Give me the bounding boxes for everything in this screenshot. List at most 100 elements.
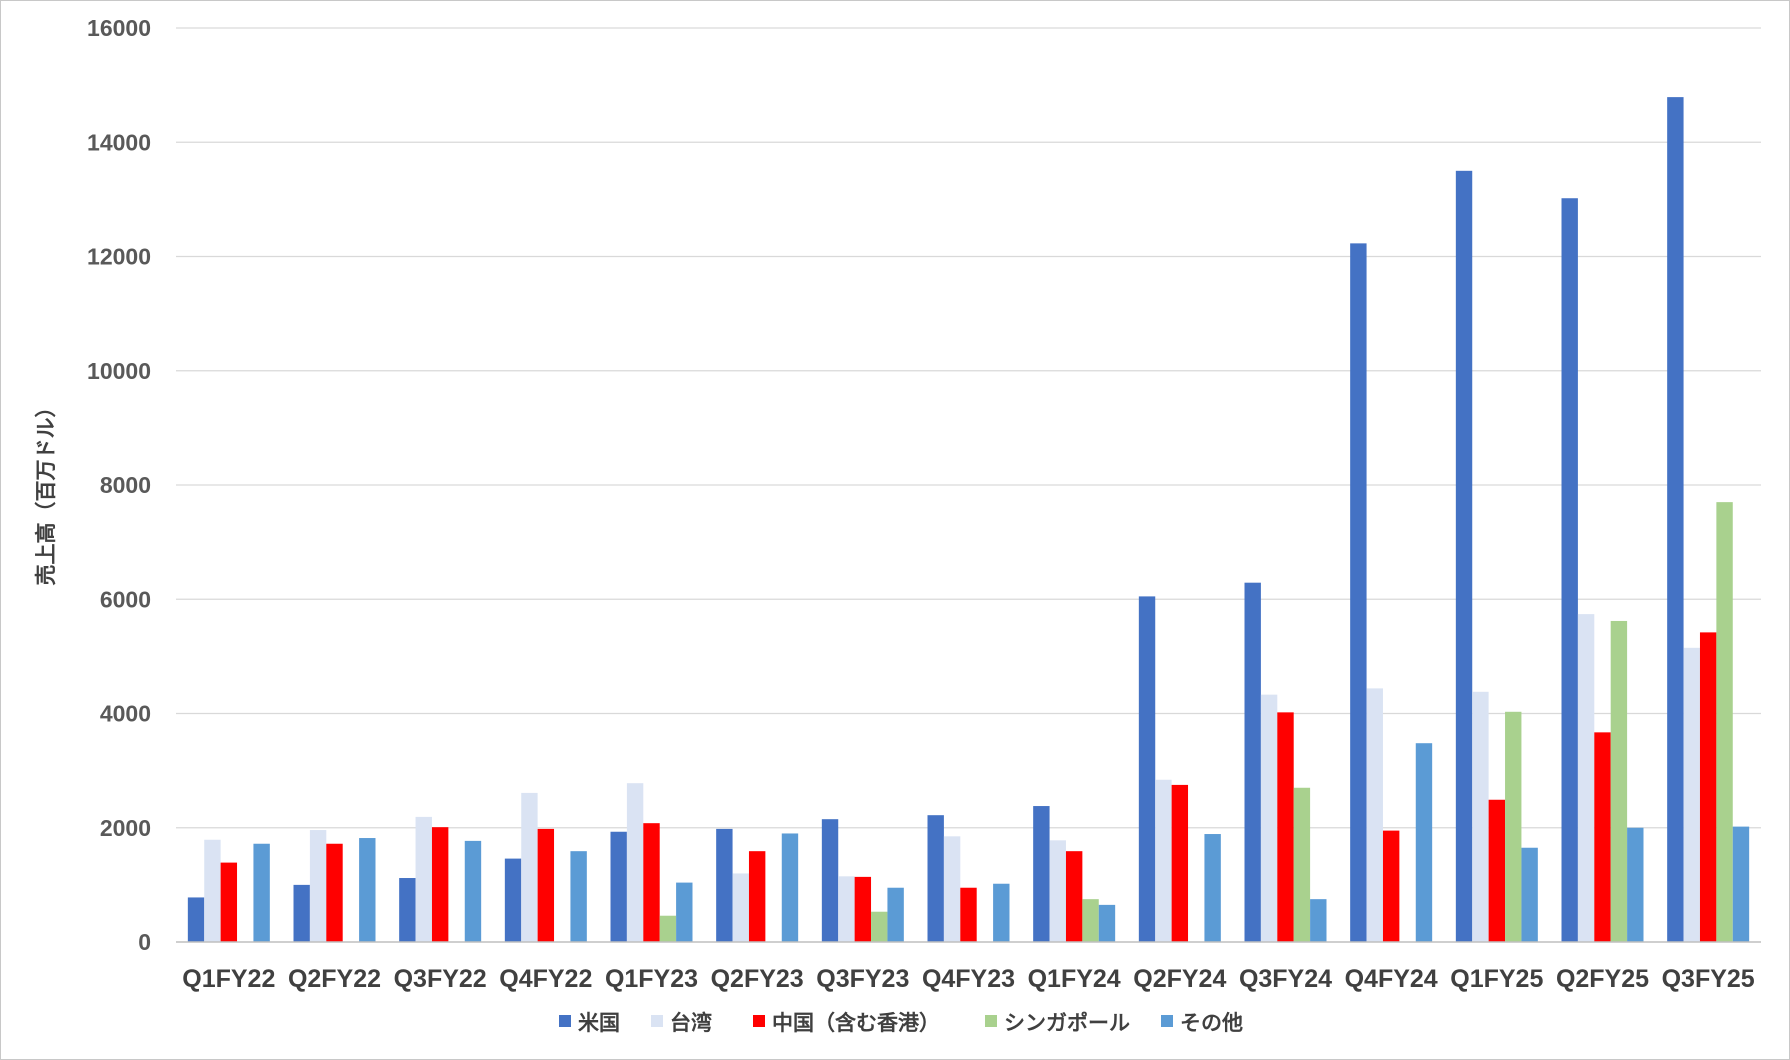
bar	[1610, 620, 1628, 942]
legend: 米国 台湾 中国（含む香港） シンガポール その他	[559, 1011, 1243, 1035]
x-tick-label: Q3FY25	[1662, 965, 1755, 993]
bar	[732, 873, 749, 942]
y-axis-ticks: 0 2000 4000 6000 8000 10000 12000 14000 16000	[87, 15, 151, 955]
x-tick-label: Q2FY22	[288, 965, 381, 993]
bar	[1155, 779, 1172, 942]
bar	[1627, 827, 1644, 942]
x-tick-label: Q4FY23	[922, 965, 1015, 993]
bar	[626, 783, 644, 942]
x-tick-label: Q3FY24	[1239, 965, 1332, 993]
bar	[1171, 784, 1189, 942]
bar	[537, 828, 555, 942]
bar	[1098, 904, 1116, 942]
bar	[643, 823, 660, 942]
x-tick-label: Q3FY23	[816, 965, 909, 993]
bar	[659, 915, 677, 942]
bar	[204, 839, 221, 942]
bar	[748, 851, 766, 942]
x-tick-label: Q2FY24	[1133, 965, 1226, 993]
bar	[1065, 851, 1083, 942]
bar	[1244, 582, 1261, 942]
legend-label: 米国	[578, 1011, 620, 1035]
y-tick-label: 16000	[87, 15, 151, 41]
bar	[220, 862, 238, 942]
bar	[1082, 899, 1099, 942]
y-tick-label: 10000	[87, 358, 151, 384]
bar	[993, 883, 1010, 942]
bar	[960, 887, 977, 942]
bar	[1260, 694, 1278, 942]
bar	[570, 851, 587, 942]
y-axis-title: 売上高（百万ドル）	[34, 397, 58, 586]
bar	[716, 828, 733, 942]
bar	[1310, 899, 1327, 942]
bar	[293, 884, 310, 942]
bar	[1699, 632, 1717, 942]
legend-label: シンガポール	[1004, 1011, 1130, 1035]
bar	[943, 836, 961, 942]
bar	[359, 838, 376, 942]
bar	[1366, 688, 1383, 942]
bars	[187, 97, 1750, 943]
y-tick-label: 4000	[100, 701, 151, 727]
x-tick-label: Q2FY23	[711, 965, 804, 993]
legend-swatch	[1161, 1015, 1173, 1027]
bar	[326, 843, 343, 942]
bar	[1138, 596, 1156, 942]
bar	[1521, 847, 1538, 942]
bar	[1732, 826, 1750, 942]
bar	[187, 897, 205, 942]
bar	[504, 858, 522, 942]
bar	[1577, 614, 1595, 942]
bar	[415, 816, 432, 942]
bar	[521, 792, 538, 942]
bar	[1049, 840, 1066, 942]
y-tick-label: 2000	[100, 815, 151, 841]
bar	[1561, 198, 1578, 943]
bar	[309, 830, 327, 942]
legend-swatch	[985, 1015, 997, 1027]
bar	[1455, 170, 1473, 942]
bar	[676, 882, 693, 942]
bar	[781, 833, 799, 942]
bar	[464, 840, 482, 942]
legend-label: その他	[1180, 1011, 1243, 1035]
x-tick-label: Q1FY25	[1450, 965, 1543, 993]
bar	[253, 843, 270, 942]
x-tick-label: Q3FY22	[394, 965, 487, 993]
bar	[399, 878, 416, 942]
x-tick-label: Q1FY22	[182, 965, 275, 993]
bar	[1350, 243, 1367, 942]
bar	[1277, 712, 1294, 942]
bar	[1488, 799, 1506, 942]
x-tick-label: Q4FY24	[1345, 965, 1438, 993]
bar	[887, 887, 904, 942]
bar	[610, 831, 627, 942]
bar	[1293, 787, 1311, 942]
bar	[1415, 743, 1433, 942]
y-tick-label: 12000	[87, 244, 151, 270]
bar	[431, 827, 449, 942]
x-tick-label: Q4FY22	[499, 965, 592, 993]
gridlines	[176, 27, 1761, 829]
bar	[871, 911, 888, 942]
x-tick-label: Q1FY23	[605, 965, 698, 993]
bar	[927, 815, 944, 942]
legend-swatch	[753, 1015, 765, 1027]
y-tick-label: 0	[138, 929, 151, 955]
bar	[821, 819, 839, 942]
bar	[838, 876, 855, 942]
bar	[1382, 830, 1400, 942]
bar	[1667, 97, 1684, 943]
y-tick-label: 6000	[100, 586, 151, 612]
y-tick-label: 14000	[87, 129, 151, 155]
legend-swatch	[559, 1015, 571, 1027]
legend-swatch	[651, 1015, 663, 1027]
legend-label: 中国（含む香港）	[772, 1011, 940, 1035]
bar	[1472, 691, 1489, 942]
x-tick-label: Q2FY25	[1556, 965, 1649, 993]
y-tick-label: 8000	[100, 472, 151, 498]
legend-label: 台湾	[670, 1011, 712, 1035]
